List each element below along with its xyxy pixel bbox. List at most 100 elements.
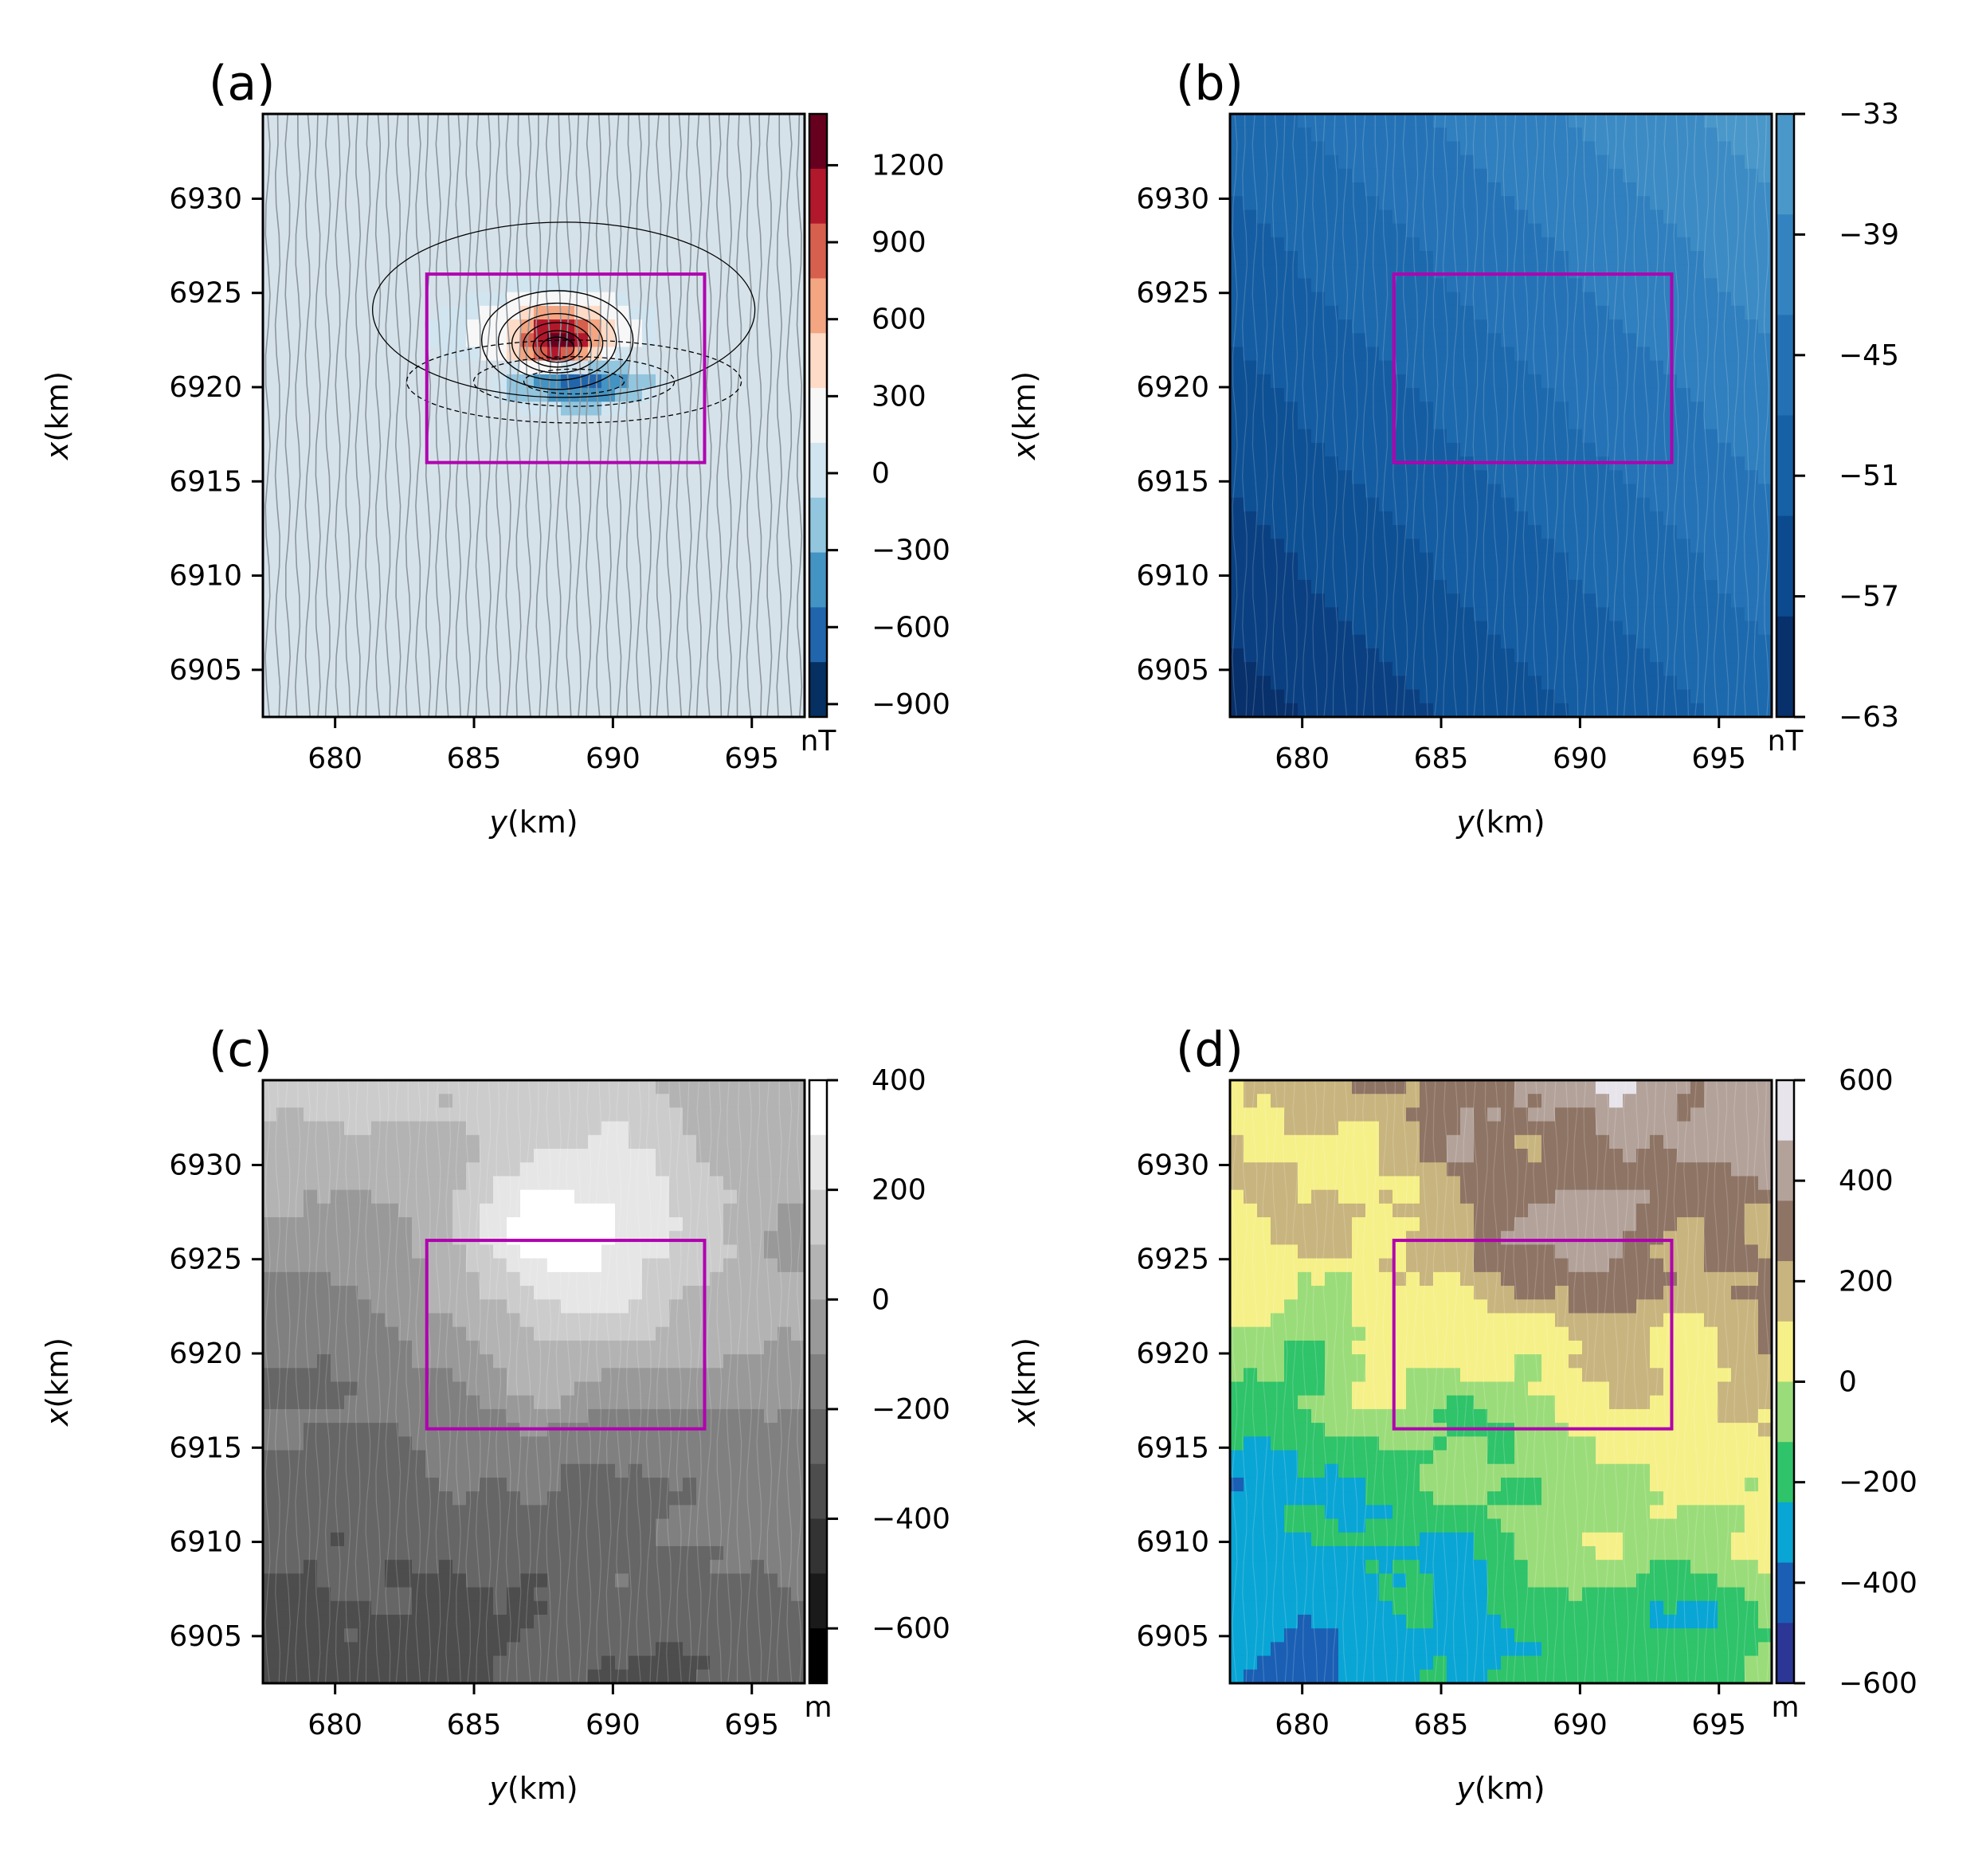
heatmap-cell — [1677, 621, 1691, 636]
heatmap-cell — [629, 347, 643, 362]
heatmap-cell — [304, 593, 318, 609]
heatmap-cell — [439, 648, 453, 663]
heatmap-cell — [1569, 470, 1583, 485]
flight-line — [374, 114, 382, 717]
heatmap-cell — [1636, 127, 1651, 143]
heatmap-cell — [1528, 703, 1542, 717]
heatmap-cell — [1663, 155, 1678, 170]
heatmap-cell — [574, 127, 589, 143]
heatmap-cell — [317, 470, 331, 485]
heatmap-cell — [764, 127, 778, 143]
heatmap-cell — [1352, 155, 1366, 170]
heatmap-cell — [276, 1354, 291, 1369]
heatmap-cell — [304, 1642, 318, 1657]
heatmap-cell — [1731, 168, 1745, 183]
heatmap-cell — [615, 141, 629, 156]
heatmap-cell — [344, 347, 358, 362]
heatmap-cell — [1406, 525, 1420, 540]
y-tick-label: 6925 — [1136, 277, 1209, 310]
heatmap-cell — [412, 1423, 426, 1438]
heatmap-cell — [452, 1258, 467, 1273]
heatmap-cell — [642, 1313, 656, 1328]
heatmap-cell — [1677, 264, 1691, 280]
heatmap-cell — [1474, 278, 1488, 293]
flight-line — [294, 114, 301, 717]
heatmap-cell — [507, 1203, 521, 1218]
heatmap-cell — [601, 1669, 616, 1683]
heatmap-cell — [1745, 607, 1759, 622]
heatmap-cell — [1528, 264, 1542, 280]
heatmap-cell — [439, 1271, 453, 1287]
heatmap-cell — [466, 1587, 480, 1602]
heatmap-cell — [304, 1080, 318, 1095]
heatmap-cell — [629, 1107, 643, 1122]
flight-line — [274, 114, 281, 717]
heatmap-cell — [1555, 579, 1569, 594]
heatmap-cell — [439, 1587, 453, 1602]
heatmap-cell — [385, 703, 399, 717]
flight-line — [1382, 114, 1389, 717]
heatmap-cell — [290, 1149, 304, 1164]
heatmap-cell — [452, 223, 467, 238]
flight-line — [625, 114, 633, 717]
heatmap-cell — [778, 566, 792, 581]
heatmap-cell — [1541, 223, 1556, 238]
heatmap-cell — [1514, 703, 1529, 717]
heatmap-cell — [493, 168, 507, 183]
heatmap-cell — [778, 415, 792, 430]
heatmap-cell — [398, 607, 413, 622]
heatmap-cell — [1474, 210, 1488, 225]
heatmap-cell — [1528, 552, 1542, 567]
heatmap-cell — [1284, 360, 1299, 375]
flight-line — [1562, 114, 1569, 717]
heatmap-cell — [737, 292, 751, 307]
y-tick-label: 6915 — [1136, 465, 1209, 498]
flight-line — [465, 114, 472, 717]
heatmap-cell — [466, 1463, 480, 1478]
heatmap-cell — [304, 1258, 318, 1273]
heatmap-cell — [480, 1545, 494, 1561]
heatmap-cell — [669, 484, 684, 499]
heatmap-cell — [1745, 689, 1759, 704]
heatmap-cell — [1244, 648, 1258, 663]
heatmap-cell — [669, 676, 684, 691]
heatmap-cell — [398, 676, 413, 691]
heatmap-cell — [507, 1094, 521, 1109]
heatmap-cell — [371, 1395, 386, 1410]
heatmap-cell — [412, 1326, 426, 1341]
heatmap-cell — [425, 1628, 440, 1643]
heatmap-cell — [710, 676, 724, 691]
heatmap-cell — [317, 442, 331, 457]
heatmap-cell — [520, 1134, 535, 1149]
heatmap-cell — [561, 1669, 575, 1683]
heatmap-cell — [1541, 251, 1556, 266]
heatmap-cell — [1541, 634, 1556, 649]
heatmap-cell — [534, 360, 548, 375]
heatmap-cell — [331, 1573, 345, 1588]
heatmap-cell — [534, 1436, 548, 1451]
heatmap-cell — [358, 1134, 372, 1149]
heatmap-cell — [1555, 689, 1569, 704]
heatmap-cell — [1379, 676, 1393, 691]
heatmap-cell — [1650, 579, 1664, 594]
heatmap-cell — [304, 1491, 318, 1506]
heatmap-cell — [1650, 333, 1664, 348]
heatmap-cell — [561, 1573, 575, 1588]
heatmap-cell — [358, 703, 372, 717]
heatmap-cell — [344, 1423, 358, 1438]
heatmap-cell — [1352, 305, 1366, 320]
heatmap-cell — [304, 1286, 318, 1301]
flight-line — [485, 114, 492, 717]
heatmap-cell — [331, 648, 345, 663]
heatmap-cell — [290, 1121, 304, 1136]
heatmap-cell — [1528, 525, 1542, 540]
heatmap-cell — [1758, 374, 1772, 389]
heatmap-cell — [1393, 552, 1407, 567]
heatmap-cell — [669, 210, 684, 225]
heatmap-cell — [1474, 305, 1488, 320]
heatmap-cell — [304, 634, 318, 649]
heatmap-cell — [480, 1271, 494, 1287]
heatmap-cell — [344, 251, 358, 266]
heatmap-cell — [547, 442, 562, 457]
heatmap-cell — [1325, 401, 1339, 417]
